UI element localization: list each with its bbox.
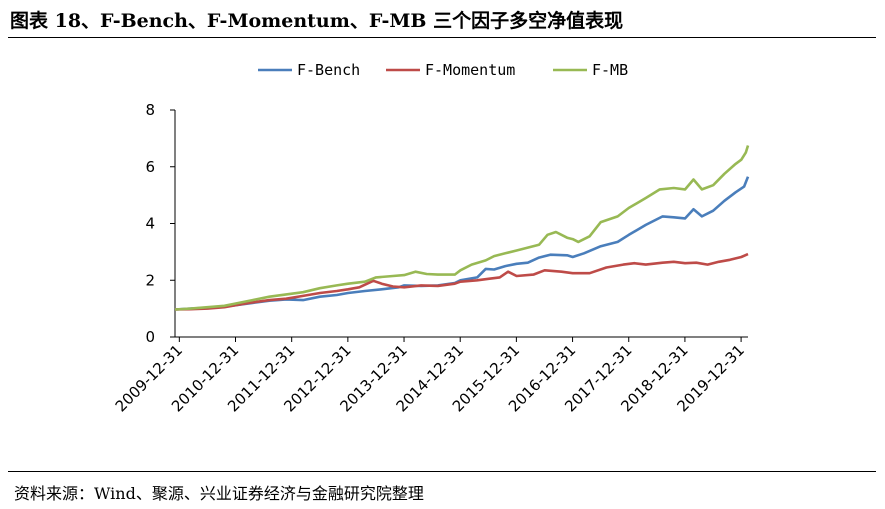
y-tick-label: 6 <box>145 158 155 176</box>
series-line-f-bench <box>174 176 750 311</box>
legend-label-f-momentum: F-Momentum <box>425 61 515 79</box>
legend-label-f-mb: F-MB <box>592 61 628 79</box>
source-rule <box>8 471 876 472</box>
source-note: 资料来源：Wind、聚源、兴业证券经济与金融研究院整理 <box>14 484 424 503</box>
series-line-f-mb <box>174 145 750 311</box>
y-tick-label: 4 <box>145 215 155 233</box>
legend-label-f-bench: F-Bench <box>297 61 360 79</box>
series-line-f-momentum <box>174 252 749 311</box>
title-rule <box>8 37 876 38</box>
chart-series <box>174 145 750 311</box>
y-tick-label: 0 <box>145 328 155 346</box>
chart-legend: F-Bench F-Momentum F-MB <box>258 61 628 79</box>
y-tick-label: 2 <box>145 271 155 289</box>
figure-title: 图表 18、F-Bench、F-Momentum、F-MB 三个因子多空净值表现 <box>10 10 624 32</box>
chart-axes: 024682009-12-312010-12-312011-12-312012-… <box>112 101 748 415</box>
y-tick-label: 8 <box>145 101 155 119</box>
line-chart: F-Bench F-Momentum F-MB 024682009-12-31201… <box>112 61 750 415</box>
